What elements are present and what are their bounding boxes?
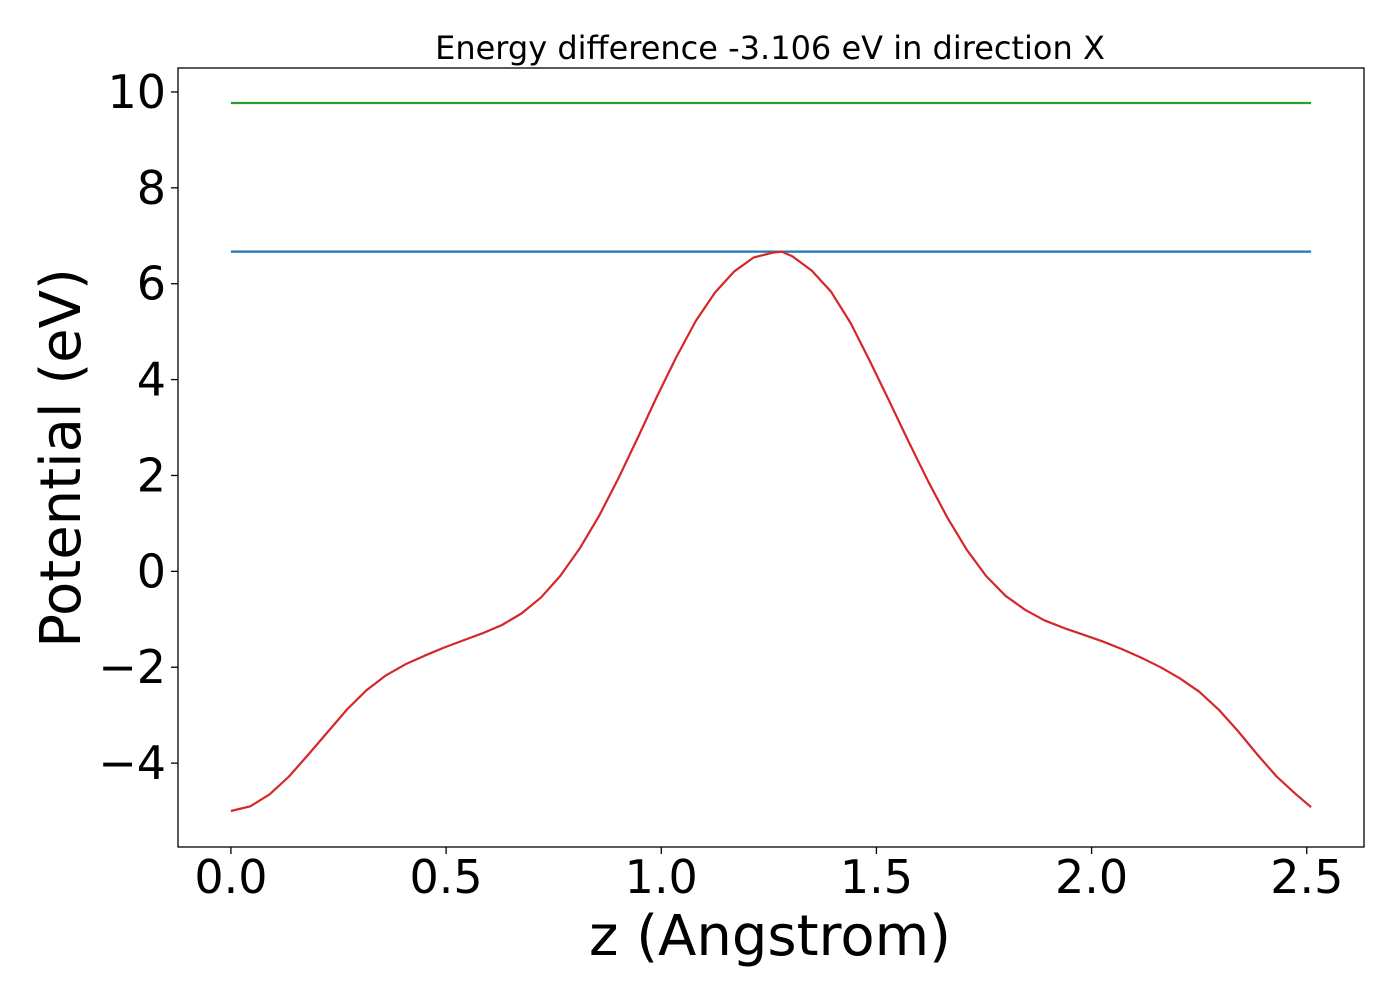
y-tick-label: 4 [137,353,166,407]
y-tick-label: 2 [137,448,166,502]
x-tick-label: 1.0 [625,850,698,904]
y-tick-label: 10 [107,65,166,119]
x-tick-label: 2.5 [1270,850,1343,904]
y-tick-label: 0 [137,544,166,598]
x-tick-label: 0.0 [194,850,267,904]
y-tick-label: −4 [98,736,166,790]
x-axis: 0.0 0.5 1.0 1.5 2.0 2.5 [194,847,1343,904]
x-axis-label: z (Angstrom) [589,904,951,969]
chart-title: Energy difference -3.106 eV in direction… [435,29,1105,67]
y-axis: −4 −2 0 2 4 6 8 10 [98,65,178,790]
y-tick-label: −2 [98,640,166,694]
x-tick-label: 2.0 [1055,850,1128,904]
x-tick-label: 1.5 [840,850,913,904]
series-line-2 [230,250,1312,813]
plot-frame [177,67,1365,848]
plot-area [230,101,1312,813]
y-axis-label: Potential (eV) [29,268,94,648]
y-tick-label: 8 [137,161,166,215]
x-tick-label: 0.5 [410,850,483,904]
y-tick-label: 6 [137,257,166,311]
